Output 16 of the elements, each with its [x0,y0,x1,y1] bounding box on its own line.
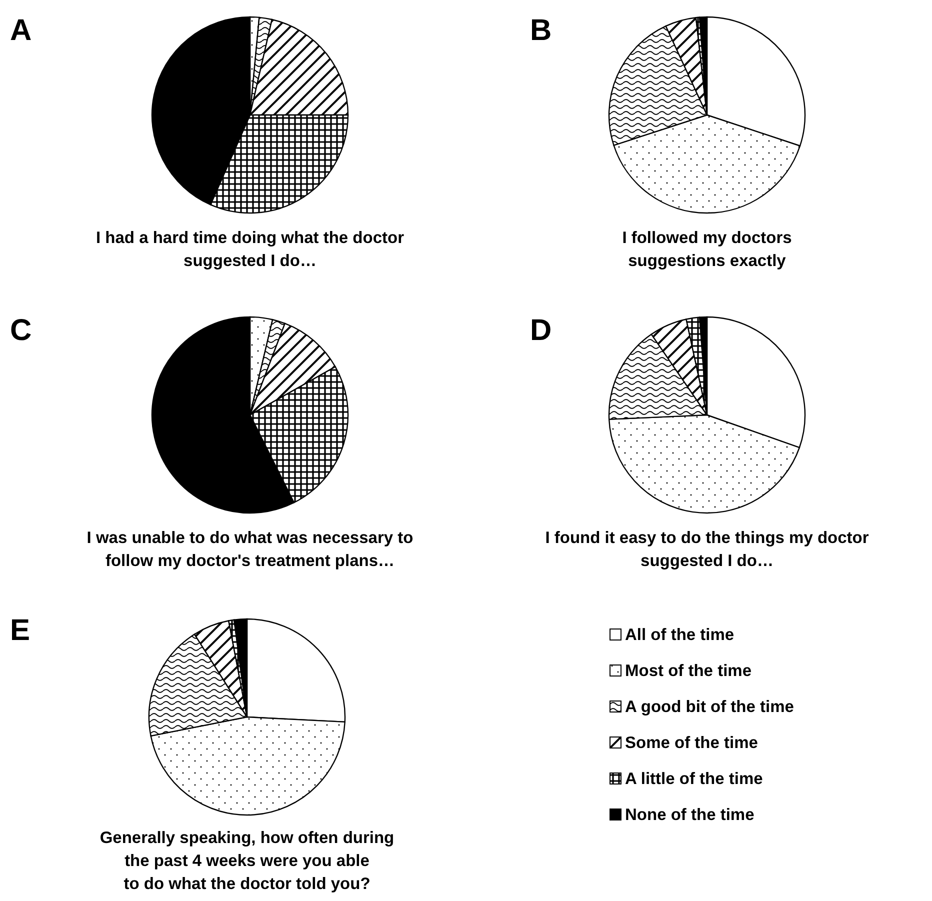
text: B [530,14,552,47]
text: E [10,614,30,647]
text: I was unable to do what was necessary to follow my doctor's treatment plans… [86,529,414,570]
legend-label: All of the time [625,626,734,644]
legend-label: None of the time [625,806,754,824]
text: I followed my doctors suggestions exactly [622,229,792,270]
text: A [10,14,32,47]
legend-label: Most of the time [625,662,752,680]
text: C [10,314,32,347]
legend-label: A good bit of the time [625,698,794,716]
text: I found it easy to do the things my doctor suggested I do… [545,529,870,570]
legend-label: A little of the time [625,770,763,788]
text: D [530,314,552,347]
text: I had a hard time doing what the doctor suggested I do… [96,229,405,270]
text: Generally speaking, how often during the past 4 weeks were you able to do what the doctor told you? [100,829,394,893]
legend-label: Some of the time [625,734,758,752]
